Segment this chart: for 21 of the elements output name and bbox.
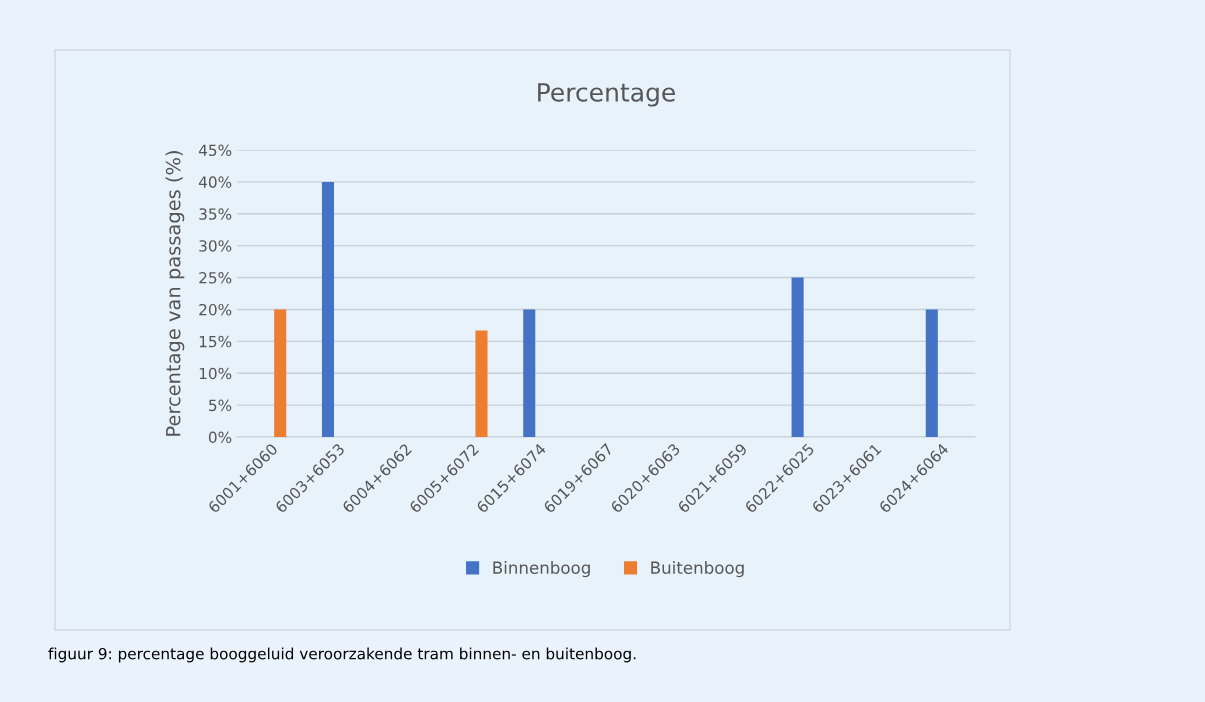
y-tick-label: 15% bbox=[199, 335, 232, 348]
text: figuur 9: percentage booggeluid veroorzakende tram binnen- en buitenboog. bbox=[48, 647, 636, 663]
y-tick-label: 0% bbox=[208, 431, 232, 444]
y-tick-label: 20% bbox=[199, 303, 232, 316]
y-tick-label: 10% bbox=[199, 367, 232, 380]
y-axis-title: Percentage van passages (%) bbox=[165, 151, 185, 436]
y-tick-label: 5% bbox=[209, 399, 232, 412]
y-tick-label: 35% bbox=[199, 208, 232, 220]
y-tick-label: 40% bbox=[198, 176, 232, 188]
y-tick-label: 25% bbox=[199, 272, 232, 284]
chart-title: Percentage bbox=[538, 83, 675, 107]
legend-label: Buitenboog bbox=[651, 561, 744, 578]
bar bbox=[321, 181, 335, 437]
bar bbox=[523, 309, 536, 437]
bar bbox=[274, 309, 287, 437]
bar bbox=[475, 330, 488, 437]
bar bbox=[925, 309, 938, 437]
y-tick-label: 30% bbox=[199, 240, 232, 252]
y-tick-label: 45% bbox=[198, 144, 232, 157]
bar bbox=[791, 277, 804, 437]
legend-label: Binnenboog bbox=[493, 561, 590, 578]
